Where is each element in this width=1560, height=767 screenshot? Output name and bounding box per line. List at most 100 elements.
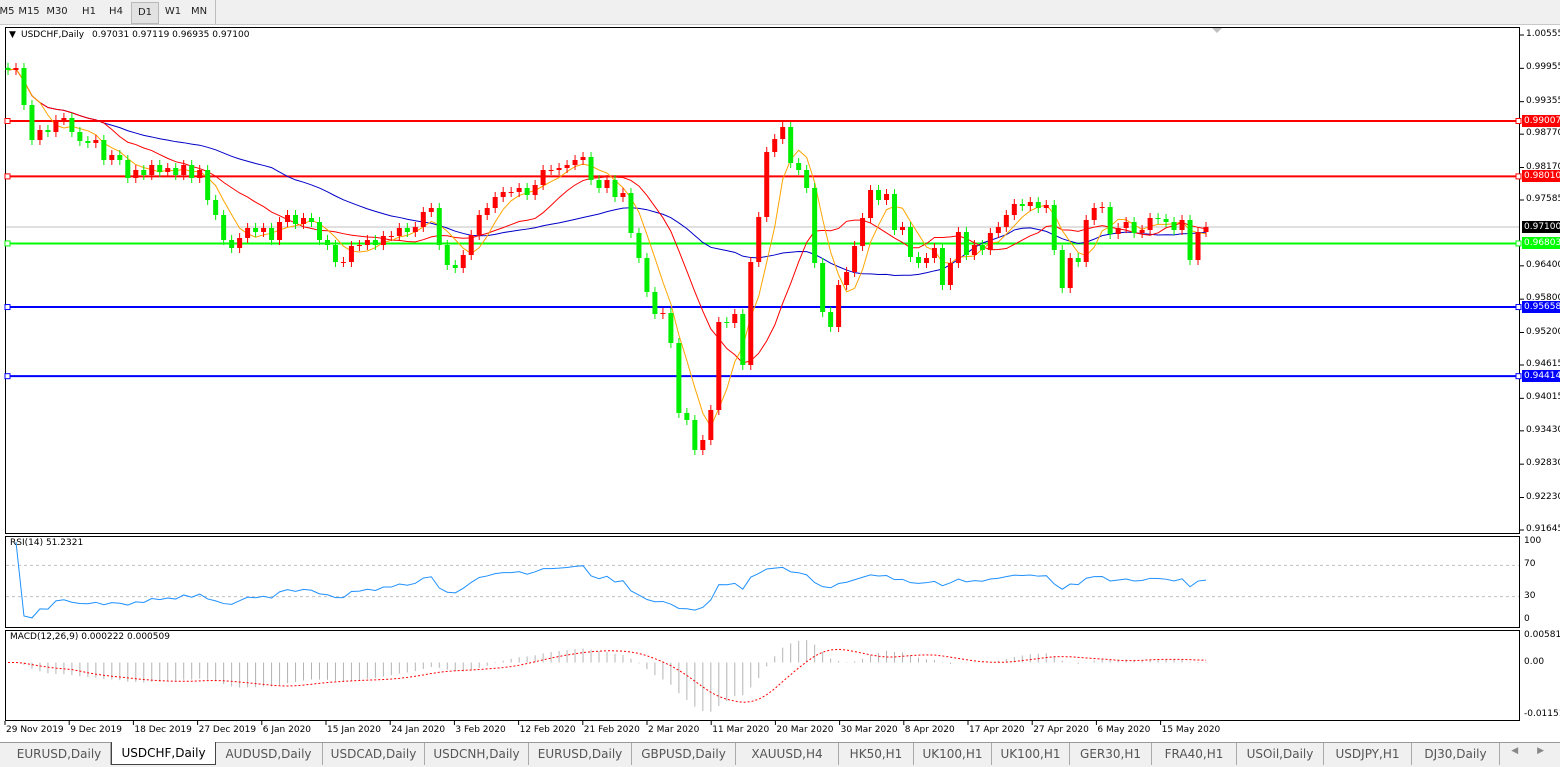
- candle-body: [852, 246, 858, 272]
- candle-body: [963, 232, 969, 255]
- candle: [652, 287, 658, 319]
- candle: [1147, 213, 1153, 235]
- candle-body: [620, 193, 626, 197]
- chart-tab[interactable]: USDCNH,Daily: [425, 743, 529, 765]
- chart-tab[interactable]: FRA40,H1: [1152, 743, 1237, 765]
- candle-body: [604, 180, 610, 188]
- candle-body: [931, 248, 937, 258]
- candle-body: [13, 68, 19, 70]
- candle-body: [668, 313, 674, 343]
- candle: [412, 222, 418, 237]
- candle-body: [1003, 215, 1009, 227]
- candle: [1187, 215, 1193, 265]
- candle-body: [444, 245, 450, 265]
- candle: [716, 317, 722, 415]
- candle-body: [21, 68, 27, 105]
- tab-scroll-arrows-icon[interactable]: ◀ ▶: [1511, 746, 1552, 756]
- candle-body: [229, 240, 235, 248]
- candle-body: [117, 155, 123, 160]
- candle-body: [500, 192, 506, 197]
- chart-tab[interactable]: GER30,H1: [1070, 743, 1152, 765]
- candle: [1091, 203, 1097, 225]
- candle-body: [556, 168, 562, 170]
- chart-tab[interactable]: USDJPY,H1: [1324, 743, 1412, 765]
- level-handle: [4, 304, 11, 311]
- chart-tab[interactable]: UK100,H1: [992, 743, 1070, 765]
- candle: [1083, 215, 1089, 267]
- candle: [53, 115, 59, 137]
- timeframe-h4[interactable]: H4: [109, 6, 123, 17]
- candle: [884, 189, 890, 205]
- timeframe-mn[interactable]: MN: [190, 6, 208, 17]
- chart-tab[interactable]: EURUSD,Daily: [8, 743, 111, 765]
- candle: [1051, 200, 1057, 255]
- candle-body: [476, 215, 482, 235]
- candle: [508, 187, 514, 197]
- chart-tab[interactable]: USDCAD,Daily: [323, 743, 425, 765]
- chart-tab[interactable]: GBPUSD,Daily: [632, 743, 736, 765]
- candle: [788, 122, 794, 168]
- chart-tab[interactable]: EURUSD,Daily: [529, 743, 632, 765]
- timeframe-toolbar: M5 M15 M30 H1 H4 D1 W1 MN: [0, 0, 1560, 25]
- candle: [524, 183, 530, 200]
- candle: [596, 175, 602, 193]
- candle: [971, 240, 977, 260]
- chart-tab[interactable]: USDCHF,Daily: [111, 742, 216, 765]
- candle-body: [900, 227, 906, 230]
- candle-body: [5, 67, 11, 70]
- candle-body: [612, 180, 618, 197]
- candle: [277, 217, 283, 245]
- chart-tab[interactable]: USOil,Daily: [1237, 743, 1324, 765]
- timeframe-w1[interactable]: W1: [164, 6, 182, 17]
- level-handle: [1515, 118, 1522, 124]
- chart-tab[interactable]: AUDUSD,Daily: [215, 743, 323, 765]
- candle-body: [468, 235, 474, 255]
- candle-body: [548, 170, 554, 171]
- level-handle: [1515, 304, 1522, 311]
- chart-area[interactable]: [0, 25, 1560, 742]
- timeframe-d1[interactable]: D1: [131, 2, 159, 24]
- candle-body: [915, 257, 921, 263]
- candle-body: [324, 240, 330, 245]
- timeframe-m15[interactable]: M15: [18, 6, 40, 17]
- candle-body: [724, 322, 730, 323]
- candle: [1171, 217, 1177, 235]
- timeframe-m30[interactable]: M30: [46, 6, 68, 17]
- candle: [101, 135, 107, 165]
- timeframe-m5[interactable]: M5: [0, 6, 15, 17]
- candle-body: [700, 440, 706, 450]
- candle-body: [85, 141, 91, 143]
- candle: [157, 160, 163, 177]
- candle: [1011, 199, 1017, 220]
- candle-body: [492, 197, 498, 208]
- timeframe-h1[interactable]: H1: [82, 6, 96, 17]
- candle: [644, 253, 650, 297]
- chart-tab[interactable]: UK100,H1: [914, 743, 992, 765]
- candle: [37, 125, 43, 145]
- candle: [77, 127, 83, 146]
- candle-body: [1123, 222, 1129, 228]
- candle: [316, 217, 322, 245]
- candle: [628, 188, 634, 238]
- candle: [1067, 253, 1073, 293]
- candle: [93, 135, 99, 148]
- candle-body: [165, 168, 171, 172]
- candle: [692, 415, 698, 455]
- candle-body: [1155, 218, 1161, 219]
- chart-tab[interactable]: XAUUSD,H4: [736, 743, 839, 765]
- candle-body: [860, 218, 866, 246]
- candle: [1195, 227, 1201, 265]
- chart-tab[interactable]: DJ30,Daily: [1412, 743, 1500, 765]
- candle: [636, 228, 642, 263]
- chart-tab[interactable]: HK50,H1: [839, 743, 914, 765]
- candle: [428, 203, 434, 217]
- candle-body: [388, 236, 394, 237]
- candle-body: [684, 413, 690, 420]
- candle-body: [308, 218, 314, 222]
- candle-body: [428, 208, 434, 212]
- candle-body: [1067, 258, 1073, 288]
- chart-background: [0, 25, 1560, 742]
- candle: [812, 183, 818, 268]
- candle-body: [1011, 204, 1017, 215]
- candle-body: [293, 215, 299, 224]
